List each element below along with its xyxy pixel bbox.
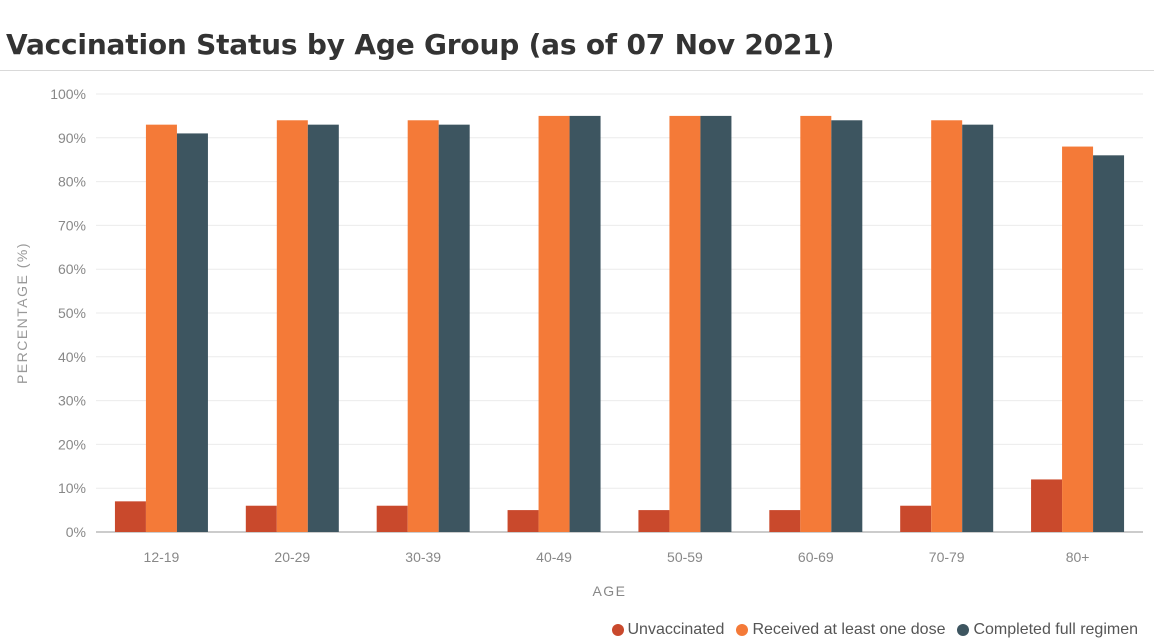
bar <box>276 120 308 532</box>
legend-swatch <box>957 624 970 636</box>
bar <box>900 505 932 532</box>
bar <box>669 115 701 533</box>
title-divider <box>0 70 1154 71</box>
x-tick-label: 30-39 <box>405 549 441 565</box>
y-tick-label: 50% <box>58 305 86 321</box>
bar <box>931 120 963 532</box>
bar <box>1093 155 1125 532</box>
bar <box>538 115 570 533</box>
bar <box>569 115 601 533</box>
y-tick-label: 10% <box>58 480 86 496</box>
bar <box>1062 146 1094 532</box>
y-tick-label: 80% <box>58 174 86 190</box>
x-tick-label: 70-79 <box>929 549 965 565</box>
legend-item-full-regimen[interactable]: Completed full regimen <box>957 621 1138 639</box>
legend-item-one-dose[interactable]: Received at least one dose <box>736 621 945 639</box>
x-tick-label: 80+ <box>1066 549 1090 565</box>
legend-label: Unvaccinated <box>627 621 725 638</box>
x-tick-label: 60-69 <box>798 549 834 565</box>
legend-swatch <box>611 624 624 636</box>
y-tick-label: 0% <box>66 524 86 540</box>
bar <box>438 124 470 532</box>
bar <box>376 505 408 532</box>
legend-label: Completed full regimen <box>973 621 1138 638</box>
bar <box>176 133 208 533</box>
legend-item-unvaccinated[interactable]: Unvaccinated <box>611 621 725 639</box>
y-tick-label: 20% <box>58 436 86 452</box>
x-tick-label: 20-29 <box>274 549 310 565</box>
y-axis-title: PERCENTAGE (%) <box>14 242 30 384</box>
y-tick-label: 70% <box>58 217 86 233</box>
bar <box>800 115 832 533</box>
bar <box>962 124 994 532</box>
y-tick-label: 40% <box>58 349 86 365</box>
y-tick-label: 100% <box>50 86 86 102</box>
bar <box>831 120 863 532</box>
bar <box>1031 479 1063 532</box>
chart-legend: Unvaccinated Received at least one dose … <box>611 621 1138 639</box>
x-tick-label: 50-59 <box>667 549 703 565</box>
chart-title: Vaccination Status by Age Group (as of 0… <box>6 28 835 61</box>
bar <box>700 115 732 533</box>
legend-label: Received at least one dose <box>752 621 946 638</box>
bar <box>114 501 146 532</box>
bar <box>507 510 539 532</box>
y-tick-label: 60% <box>58 261 86 277</box>
bar <box>145 124 177 532</box>
x-tick-label: 12-19 <box>144 549 180 565</box>
legend-swatch <box>736 624 749 636</box>
bar <box>769 510 801 532</box>
bar <box>307 124 339 532</box>
y-tick-label: 30% <box>58 393 86 409</box>
x-tick-label: 40-49 <box>536 549 572 565</box>
x-axis-title: AGE <box>592 583 626 599</box>
bar <box>638 510 670 532</box>
y-tick-label: 90% <box>58 130 86 146</box>
bar <box>245 505 277 532</box>
bar <box>407 120 439 532</box>
